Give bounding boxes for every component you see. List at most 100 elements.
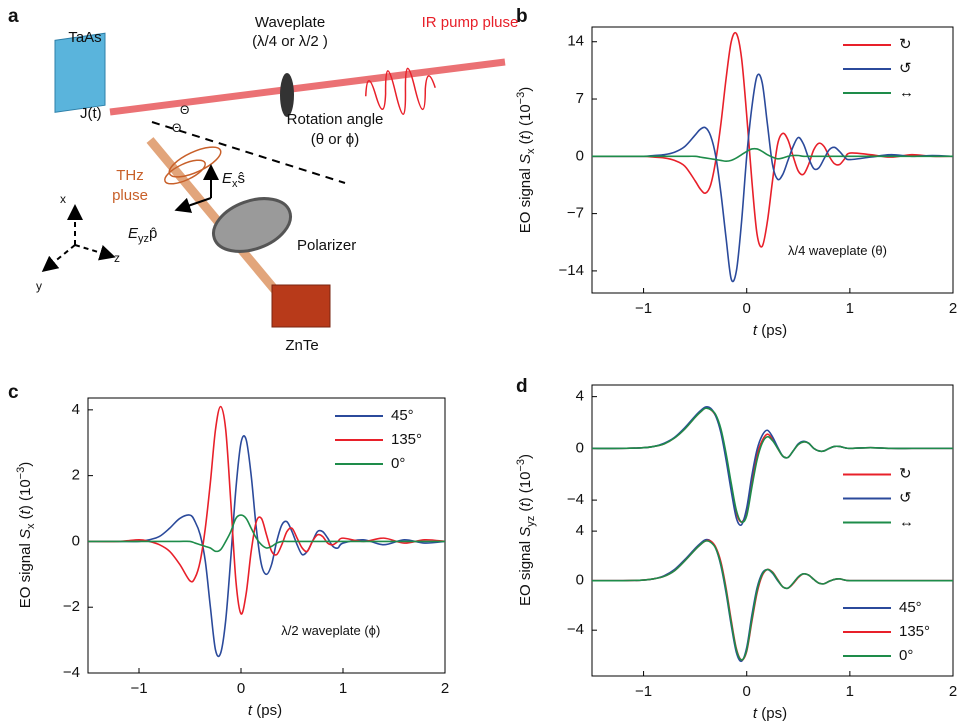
y-tick-label: −4: [63, 664, 80, 681]
y-tick-label: −7: [567, 205, 584, 222]
x-tick-label: −1: [130, 680, 147, 697]
label-part: (ps): [252, 702, 282, 719]
series-line: [88, 435, 445, 658]
label-part: t: [753, 322, 758, 339]
label-part: S: [17, 529, 34, 539]
taas-sample: [54, 32, 106, 113]
label-part: −3: [515, 92, 527, 105]
annotation: λ/4 waveplate (θ): [788, 243, 887, 258]
current-label: J(t): [80, 105, 102, 122]
y-tick-label: 7: [576, 90, 584, 107]
plot-frame: [591, 26, 954, 294]
label-part: x: [525, 148, 537, 154]
y-tick-label: 0: [576, 572, 584, 589]
y-tick-label: −14: [559, 262, 584, 279]
annotation: λ/2 waveplate (ϕ): [281, 623, 380, 638]
pump-beam: [109, 58, 506, 116]
y-tick-label: 2: [72, 467, 80, 484]
x-tick-label: 2: [949, 683, 957, 700]
ex-label: Exŝ: [222, 170, 245, 190]
label-part: t: [17, 509, 34, 514]
x-tick-label: 2: [441, 680, 449, 697]
legend-label: 45°: [391, 407, 414, 424]
series-line: [592, 540, 953, 661]
x-tick-label: 1: [339, 680, 347, 697]
series-line: [88, 514, 445, 553]
x-tick-label: 0: [743, 300, 751, 317]
rotation-options: (θ or ϕ): [311, 131, 359, 148]
label-part: S: [517, 527, 534, 537]
y-axis-label: EO signal Sx (t) (10−3): [515, 87, 537, 233]
angle-label: Θ: [180, 103, 189, 117]
label-part: (ps): [757, 705, 787, 722]
reference-line: [151, 121, 346, 184]
label-part: x: [25, 523, 37, 529]
y-tick-label: 0: [576, 147, 584, 164]
series-line: [88, 405, 445, 615]
ex-subscript: x: [232, 178, 238, 190]
panel-label: a: [8, 6, 19, 27]
series-line: [592, 147, 953, 163]
label-part: ) (10: [17, 479, 34, 510]
sample-label: TaAs: [68, 29, 101, 46]
legend-label: 45°: [899, 599, 922, 616]
legend-label: ↺: [899, 60, 912, 77]
pump-label: IR pump pluse: [422, 14, 519, 31]
x-tick-label: 0: [237, 680, 245, 697]
angle-label: Θ: [172, 121, 181, 135]
label-part: (: [17, 514, 34, 523]
ex-vector: ŝ: [238, 170, 246, 187]
label-part: t: [248, 702, 253, 719]
x-tick-label: −1: [635, 683, 652, 700]
thz-label: THz: [116, 167, 144, 184]
label-part: ) (10: [517, 472, 534, 503]
eyz-arrow: [174, 197, 212, 213]
polarizer-label: Polarizer: [297, 237, 356, 254]
panel-label: c: [8, 382, 19, 403]
ex-symbol: E: [222, 170, 233, 187]
axis-label: y: [36, 279, 42, 293]
legend-label: 135°: [391, 431, 422, 448]
x-tick-label: 1: [846, 300, 854, 317]
legend-label: ↺: [899, 489, 912, 506]
x-axis-label: t (ps): [753, 322, 787, 339]
axis-arrow: [74, 244, 116, 261]
x-tick-label: −1: [635, 300, 652, 317]
plot-frame: [591, 384, 954, 677]
panel-label: b: [516, 6, 528, 27]
eyz-vector: p̂: [149, 225, 157, 242]
thz-ring: [164, 159, 206, 185]
legend-label: ↻: [899, 36, 912, 53]
eyz-label: Eyzp̂: [128, 225, 157, 245]
y-axis-label: EO signal Syz (t) (10−3): [515, 454, 537, 606]
y-tick-label: −4: [567, 491, 584, 508]
series-line: [592, 73, 953, 283]
label-part: −3: [15, 467, 27, 480]
label-part: t: [753, 705, 758, 722]
y-tick-label: 14: [567, 33, 584, 50]
znte-crystal: [271, 284, 331, 328]
axis-label: z: [114, 251, 120, 265]
y-tick-label: 4: [72, 401, 80, 418]
waveplate-label: Waveplate: [255, 14, 325, 31]
label-part: yz: [525, 516, 537, 527]
label-part: (ps): [757, 322, 787, 339]
eyz-symbol: E: [128, 225, 139, 242]
legend-label: 0°: [391, 455, 405, 472]
series-line: [592, 407, 953, 524]
thz-label: pluse: [112, 187, 148, 204]
label-part: −3: [515, 459, 527, 472]
legend-label: ↔: [899, 513, 914, 530]
label-part: ): [517, 454, 534, 459]
label-part: (: [517, 139, 534, 148]
panel-label: d: [516, 376, 528, 397]
legend-label: ↔: [899, 84, 914, 101]
label-part: (: [517, 507, 534, 516]
waveplate: [280, 73, 294, 117]
setup-diagram: Waveplate (λ/4 or λ/2 ) IR pump pluse Ta…: [36, 14, 518, 354]
x-axis-label: t (ps): [248, 702, 282, 719]
x-tick-label: 1: [846, 683, 854, 700]
label-part: S: [517, 154, 534, 164]
x-axis-label: t (ps): [753, 705, 787, 722]
y-tick-label: −2: [63, 598, 80, 615]
